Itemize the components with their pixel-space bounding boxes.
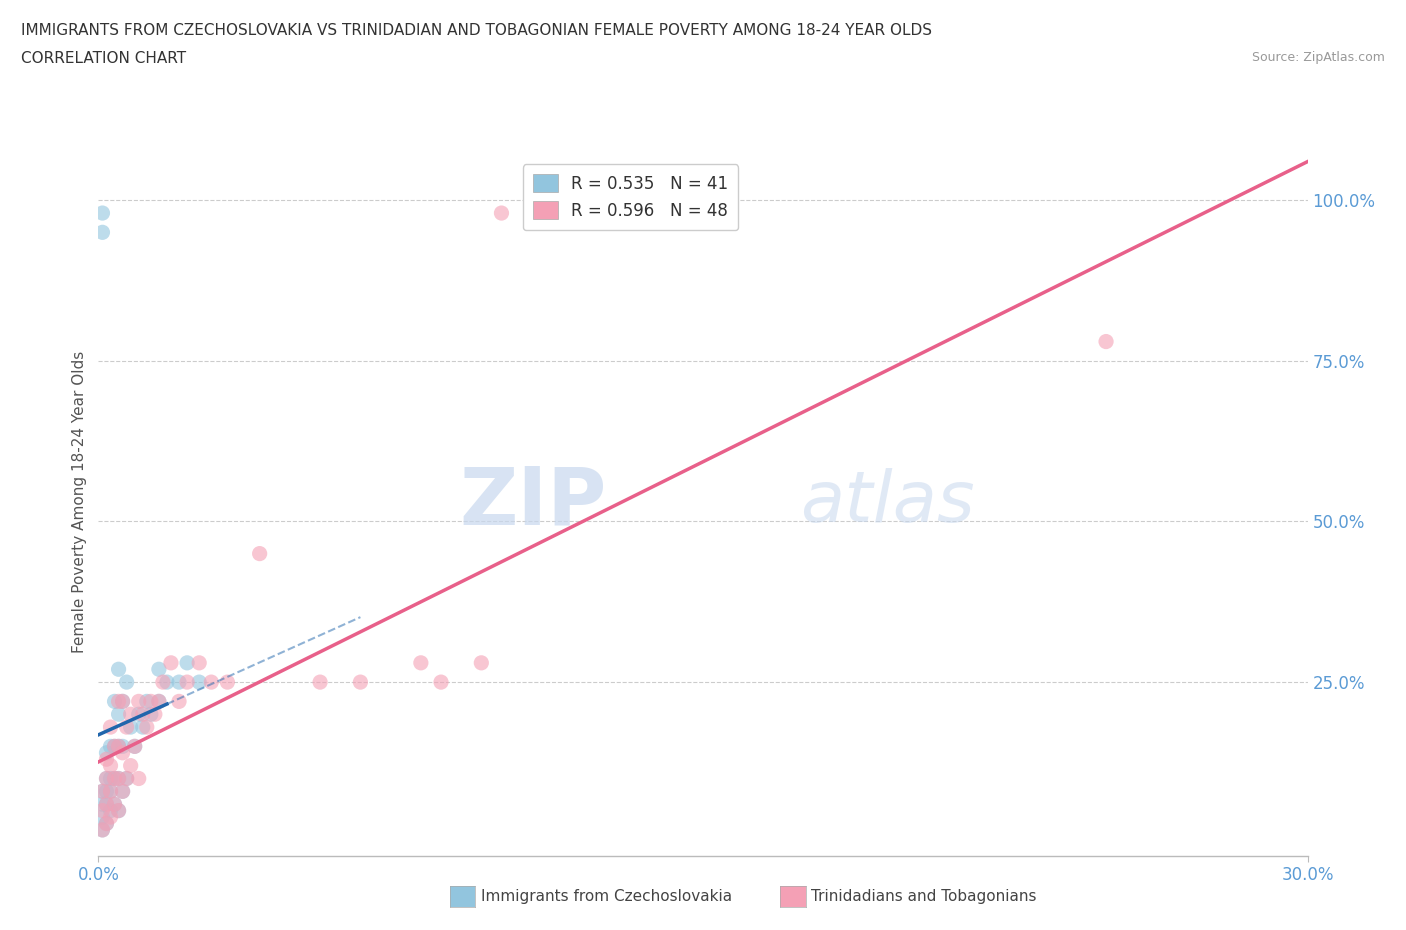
Point [111,745,134,760]
Point [430,674,453,689]
Point [103,739,125,754]
Text: ZIP: ZIP [458,463,606,541]
Point [115,720,138,735]
Point [91,225,114,240]
Point [91,784,114,799]
Point [132,720,155,735]
Point [100,784,122,799]
Point [128,771,150,786]
Point [217,674,239,689]
Point [96,771,118,786]
Point [91,797,114,812]
Point [100,739,122,754]
Point [111,694,134,709]
Text: Source: ZipAtlas.com: Source: ZipAtlas.com [1251,51,1385,64]
Point [167,694,190,709]
Point [107,739,129,754]
Point [103,797,125,812]
Point [115,674,138,689]
Point [470,656,492,671]
Point [100,771,122,786]
Point [96,771,118,786]
Point [188,674,211,689]
Point [176,674,198,689]
Point [103,771,125,786]
Point [107,707,129,722]
Point [167,674,190,689]
Point [111,784,134,799]
Point [91,784,114,799]
Point [91,804,114,818]
Point [96,797,118,812]
Point [100,758,122,773]
Point [111,739,134,754]
Point [111,784,134,799]
Point [309,674,332,689]
Point [120,720,142,735]
Point [96,816,118,830]
Point [124,739,146,754]
Point [91,810,114,825]
Point [160,656,183,671]
Point [148,694,170,709]
Point [200,674,222,689]
Point [188,656,211,671]
Point [96,751,118,766]
Legend: R = 0.535   N = 41, R = 0.596   N = 48: R = 0.535 N = 41, R = 0.596 N = 48 [523,165,738,230]
Point [107,771,129,786]
Point [103,771,125,786]
Point [152,674,174,689]
Point [111,694,134,709]
Point [100,784,122,799]
Point [249,546,271,561]
Point [139,707,162,722]
Point [1095,334,1118,349]
Text: IMMIGRANTS FROM CZECHOSLOVAKIA VS TRINIDADIAN AND TOBAGONIAN FEMALE POVERTY AMON: IMMIGRANTS FROM CZECHOSLOVAKIA VS TRINID… [21,23,932,38]
Point [96,784,118,799]
Point [148,662,170,677]
Point [100,810,122,825]
Text: Immigrants from Czechoslovakia: Immigrants from Czechoslovakia [481,889,733,904]
Point [107,662,129,677]
Point [96,745,118,760]
Text: CORRELATION CHART: CORRELATION CHART [21,51,186,66]
Point [100,720,122,735]
Point [107,804,129,818]
Text: atlas: atlas [800,468,974,537]
Point [96,816,118,830]
Point [103,694,125,709]
Point [409,656,432,671]
Point [96,797,118,812]
Point [143,707,166,722]
Point [139,694,162,709]
Point [107,804,129,818]
Point [103,739,125,754]
Point [124,739,146,754]
Point [156,674,179,689]
Point [128,694,150,709]
Point [120,758,142,773]
Point [148,694,170,709]
Point [132,707,155,722]
Point [107,771,129,786]
Point [349,674,371,689]
Point [100,804,122,818]
Point [91,822,114,837]
Point [128,707,150,722]
Point [91,206,114,220]
Point [115,771,138,786]
Point [107,694,129,709]
Point [135,720,157,735]
Point [91,822,114,837]
Point [115,771,138,786]
Point [107,739,129,754]
Point [103,797,125,812]
Point [176,656,198,671]
Y-axis label: Female Poverty Among 18-24 Year Olds: Female Poverty Among 18-24 Year Olds [72,352,87,654]
Text: Trinidadians and Tobagonians: Trinidadians and Tobagonians [811,889,1036,904]
Point [120,707,142,722]
Point [491,206,513,220]
Point [135,694,157,709]
